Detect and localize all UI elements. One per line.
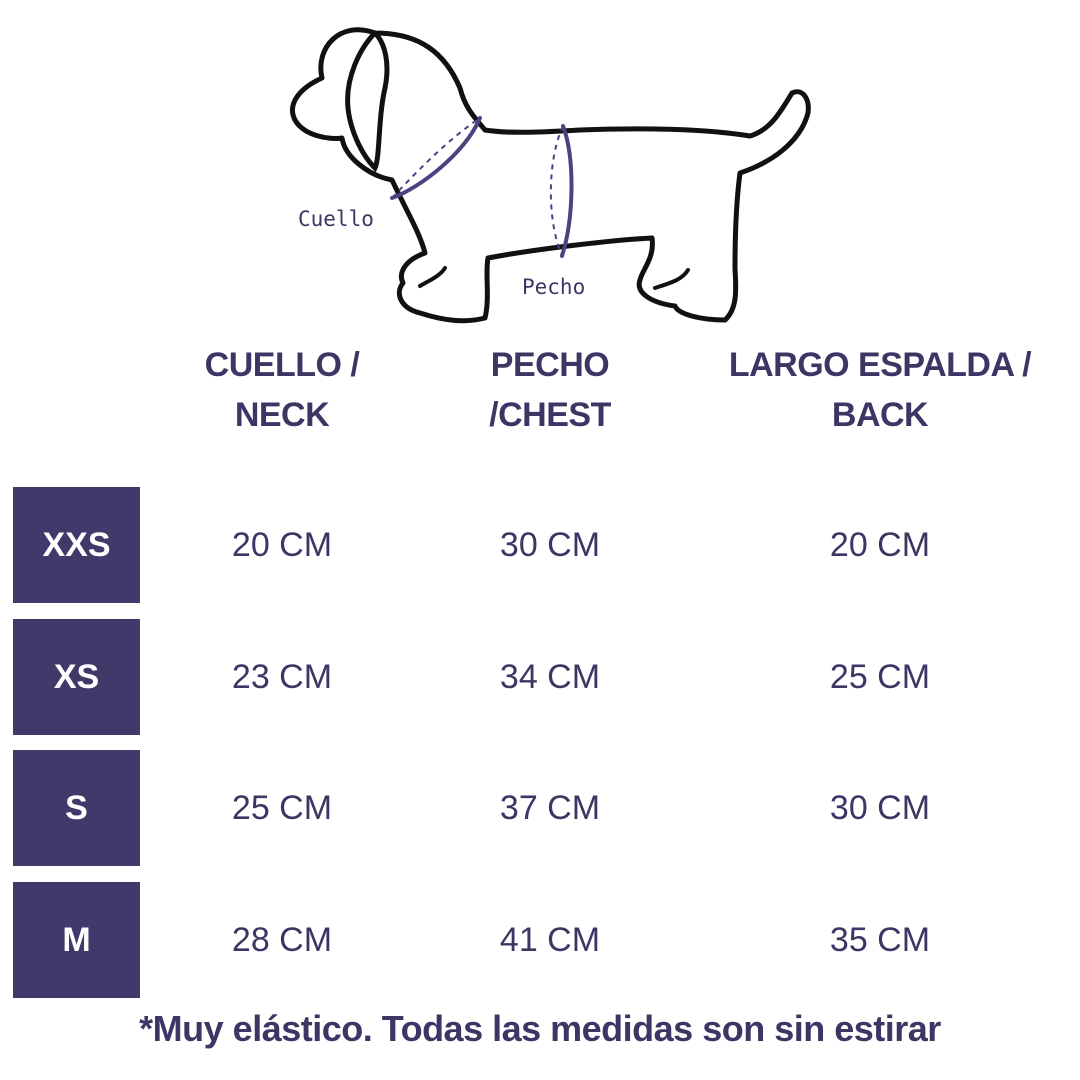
cell-xs-chest: 34 CM bbox=[499, 658, 601, 696]
dog-front-leg-line bbox=[418, 266, 447, 288]
dog-outline bbox=[290, 27, 811, 324]
header-back: LARGO ESPALDA / BACK bbox=[700, 340, 1060, 440]
dog-diagram: Cuello Pecho bbox=[290, 27, 811, 324]
cell-m-chest: 41 CM bbox=[499, 921, 601, 959]
size-label-xxs: XXS bbox=[13, 487, 140, 603]
cell-xxs-neck: 20 CM bbox=[231, 526, 333, 564]
neck-loop-front bbox=[390, 116, 482, 200]
neck-loop-back bbox=[391, 117, 481, 199]
cell-xxs-back: 20 CM bbox=[829, 526, 931, 564]
cell-xxs-chest: 30 CM bbox=[499, 526, 601, 564]
header-neck-line2: NECK bbox=[234, 396, 330, 434]
cell-s-chest: 37 CM bbox=[499, 789, 601, 827]
dog-hind-leg-line bbox=[653, 268, 690, 290]
cell-xs-neck: 23 CM bbox=[231, 658, 333, 696]
dog-ear bbox=[345, 30, 390, 173]
header-back-line1: LARGO ESPALDA / bbox=[728, 346, 1032, 384]
cell-s-back: 30 CM bbox=[829, 789, 931, 827]
chest-loop-back bbox=[549, 125, 564, 257]
header-chest: PECHO /CHEST bbox=[370, 340, 730, 440]
neck-label: Cuello bbox=[298, 207, 374, 231]
header-neck: CUELLO / NECK bbox=[102, 340, 462, 440]
cell-m-neck: 28 CM bbox=[231, 921, 333, 959]
chest-loop-front bbox=[560, 124, 574, 258]
header-back-line2: BACK bbox=[831, 396, 929, 434]
chest-label: Pecho bbox=[522, 275, 585, 299]
footnote: *Muy elástico. Todas las medidas son sin… bbox=[139, 1008, 941, 1049]
size-label-xs: XS bbox=[13, 619, 140, 735]
header-chest-line2: /CHEST bbox=[489, 396, 611, 434]
cell-s-neck: 25 CM bbox=[231, 789, 333, 827]
header-neck-line1: CUELLO / bbox=[204, 346, 360, 384]
cell-xs-back: 25 CM bbox=[829, 658, 931, 696]
cell-m-back: 35 CM bbox=[829, 921, 931, 959]
size-label-m: M bbox=[13, 882, 140, 998]
size-label-s: S bbox=[13, 750, 140, 866]
header-chest-line1: PECHO bbox=[490, 346, 610, 384]
